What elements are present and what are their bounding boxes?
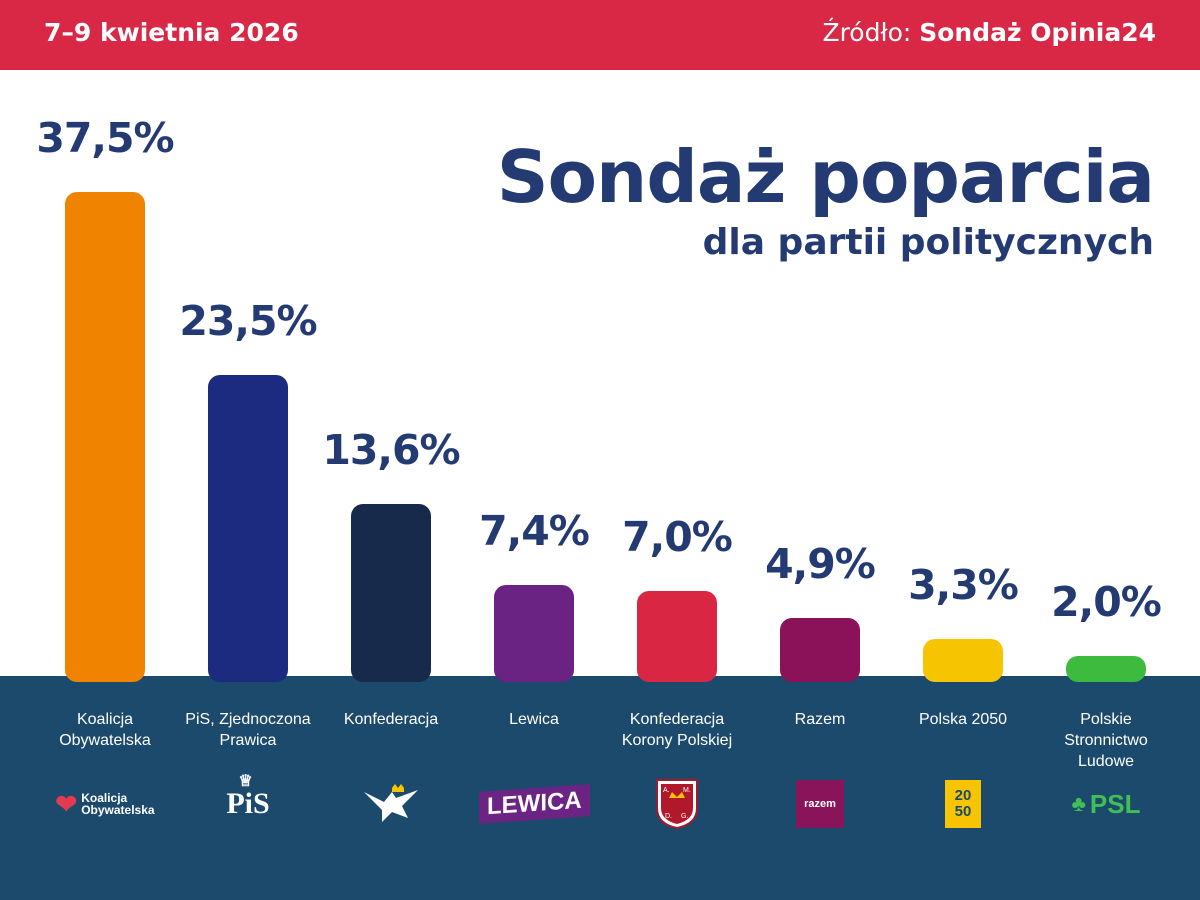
- category-label-line: Ludowe: [1077, 753, 1135, 770]
- category-label-line: Lewica: [509, 711, 559, 728]
- bar-5: [637, 590, 717, 682]
- korona-crest-logo: A. M. D. G.: [617, 776, 737, 832]
- chart-subtitle: dla partii politycznych: [702, 222, 1154, 263]
- value-label-1: 37,5%: [36, 114, 174, 162]
- category-label-5: Konfederacja Korony Polskiej: [602, 709, 752, 751]
- pis-logo: ♕ PiS: [226, 773, 270, 820]
- category-label-line: Polska 2050: [918, 711, 1008, 728]
- bar-6: [780, 617, 860, 682]
- value-label-8: 2,0%: [1051, 577, 1162, 626]
- category-label-line: Konfederacja: [629, 711, 725, 728]
- razem-logo: razem: [760, 776, 880, 832]
- svg-text:D.: D.: [665, 813, 672, 820]
- koalicja-obywatelska-logo: ❤ Koalicja Obywatelska: [55, 789, 155, 819]
- category-label-line: PiS, Zjednoczona: [185, 711, 311, 728]
- category-label-line: Prawica: [219, 732, 277, 749]
- value-label-2: 23,5%: [179, 296, 317, 345]
- konfederacja-eagle-logo: [331, 776, 451, 832]
- value-label-3: 13,6%: [322, 426, 460, 475]
- value-label-7: 3,3%: [908, 560, 1019, 609]
- category-label-line: Obywatelska: [59, 732, 151, 749]
- svg-text:G.: G.: [681, 813, 688, 820]
- category-label-line: Koalicja: [76, 711, 134, 728]
- psl-logo: ♣ PSL: [1071, 788, 1141, 819]
- bar-2: [208, 374, 288, 682]
- category-label-6: Razem: [745, 709, 895, 730]
- source-label: Źródło:: [822, 18, 912, 47]
- footer-band: [0, 676, 1200, 900]
- bar-4: [494, 585, 574, 682]
- category-label-4: Lewica: [459, 709, 609, 730]
- poll-date: 7–9 kwietnia 2026: [44, 18, 299, 47]
- svg-text:M.: M.: [683, 787, 691, 794]
- category-label-8: Polskie Stronnictwo Ludowe: [1031, 709, 1181, 772]
- category-label-line: Polskie: [1080, 711, 1132, 728]
- category-label-line: Korony Polskiej: [621, 732, 733, 749]
- source-credit: Źródło: Sondaż Opinia24: [822, 18, 1156, 47]
- value-label-5: 7,0%: [622, 512, 733, 561]
- category-label-line: Razem: [794, 711, 846, 728]
- category-label-3: Konfederacja: [316, 709, 466, 730]
- top-banner: 7–9 kwietnia 2026 Źródło: Sondaż Opinia2…: [0, 0, 1200, 70]
- category-label-1: Koalicja Obywatelska: [30, 709, 180, 751]
- bar-8: [1066, 655, 1146, 682]
- category-label-line: Stronnictwo: [1064, 732, 1148, 749]
- value-label-4: 7,4%: [479, 507, 590, 556]
- bar-3: [351, 504, 431, 682]
- bar-7: [923, 638, 1003, 682]
- chart-title: Sondaż poparcia: [496, 135, 1155, 219]
- value-label-6: 4,9%: [765, 539, 876, 588]
- polska-2050-logo: 20 50: [903, 776, 1023, 832]
- bar-1: [65, 192, 145, 682]
- source-name: Sondaż Opinia24: [919, 18, 1156, 47]
- category-label-2: PiS, Zjednoczona Prawica: [173, 709, 323, 751]
- svg-text:A.: A.: [663, 787, 670, 794]
- lewica-logo: LEWICA: [474, 776, 594, 832]
- category-label-7: Polska 2050: [888, 709, 1038, 730]
- category-label-line: Konfederacja: [343, 711, 439, 728]
